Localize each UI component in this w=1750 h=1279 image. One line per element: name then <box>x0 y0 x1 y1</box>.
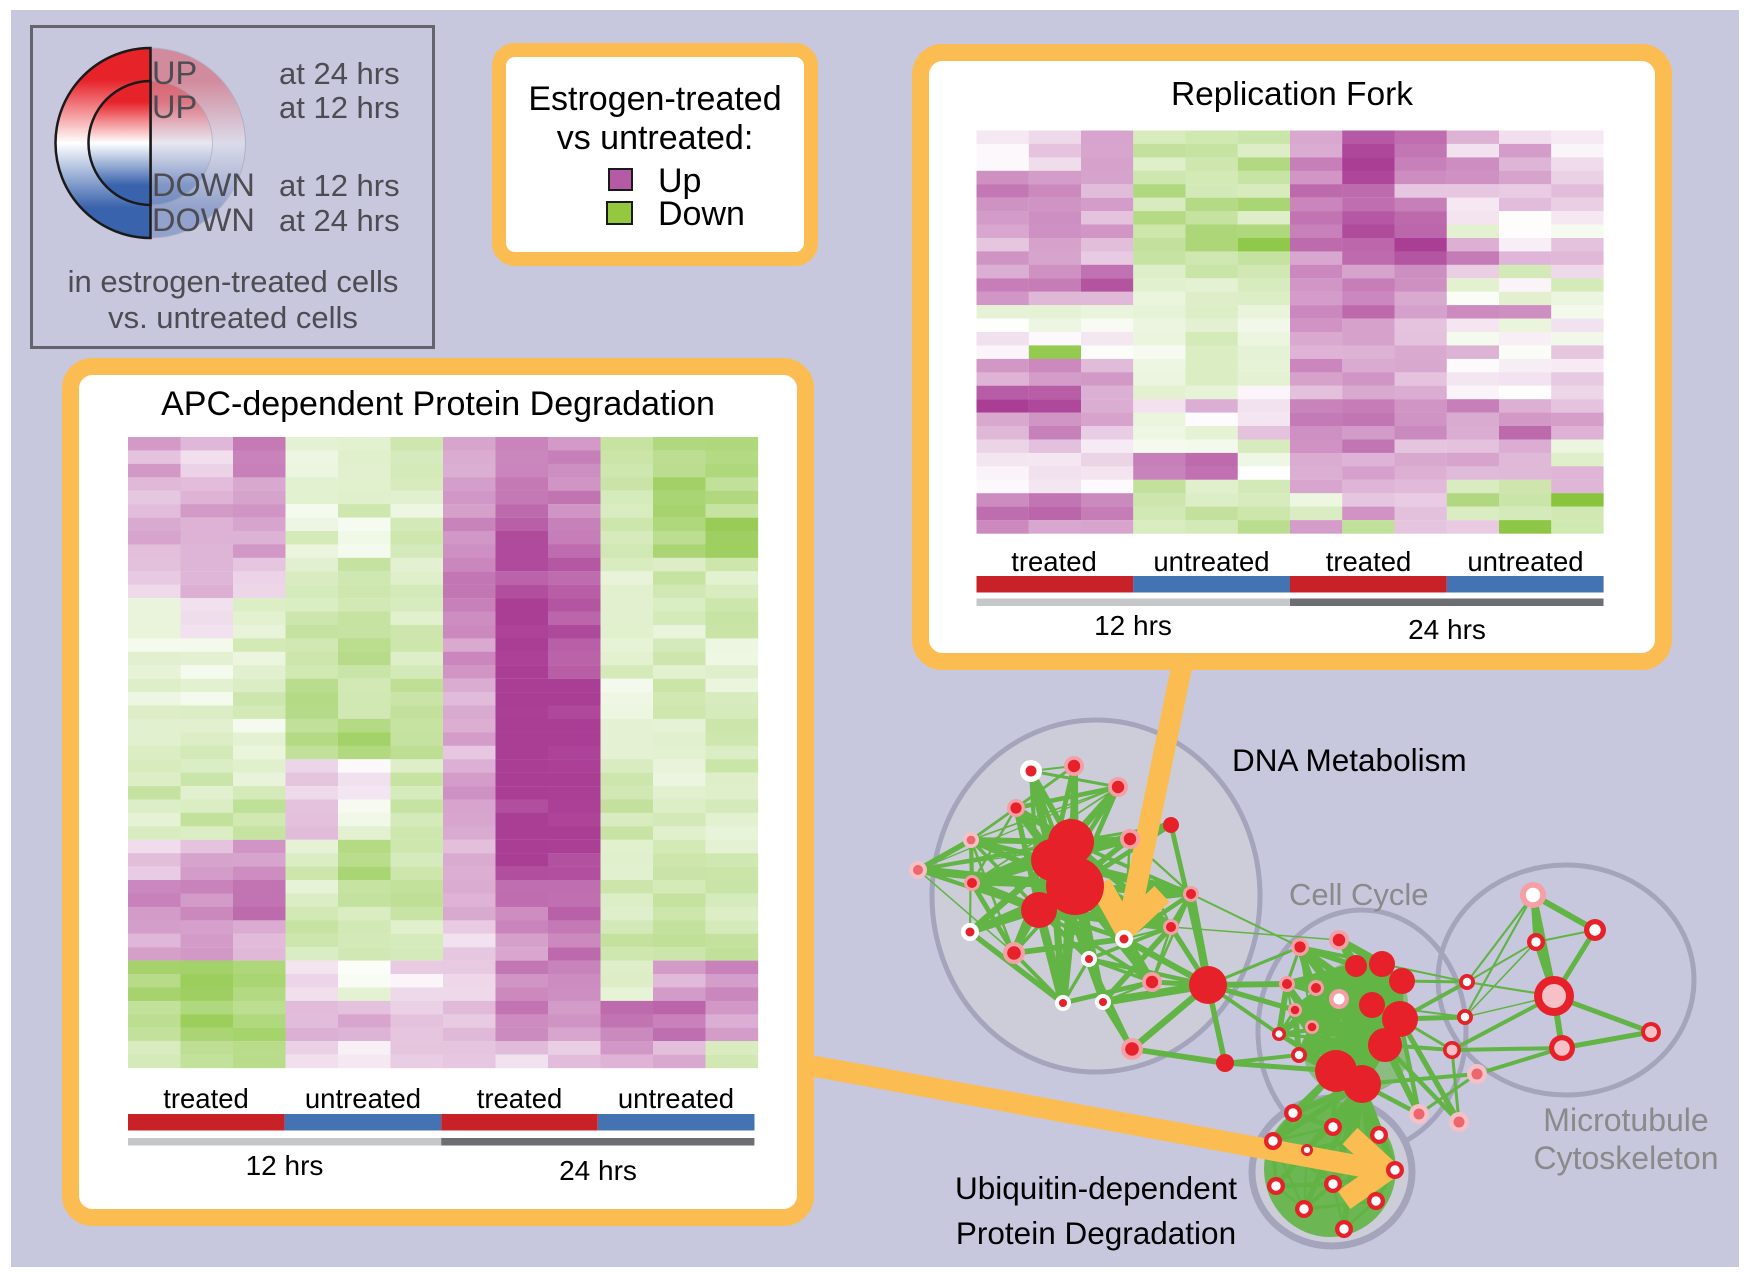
svg-text:Protein Degradation: Protein Degradation <box>956 1215 1236 1251</box>
svg-text:untreated: untreated <box>1467 546 1583 577</box>
svg-text:treated: treated <box>1011 546 1097 577</box>
svg-text:12 hrs: 12 hrs <box>246 1150 324 1181</box>
svg-text:DNA Metabolism: DNA Metabolism <box>1232 742 1467 778</box>
svg-text:Microtubule: Microtubule <box>1543 1102 1708 1138</box>
svg-text:Cytoskeleton: Cytoskeleton <box>1534 1140 1719 1176</box>
svg-text:UP: UP <box>152 89 197 125</box>
svg-text:Cell Cycle: Cell Cycle <box>1289 877 1429 912</box>
svg-text:vs. untreated cells: vs. untreated cells <box>108 300 358 335</box>
svg-text:DOWN: DOWN <box>152 167 255 203</box>
svg-text:Up: Up <box>658 162 701 200</box>
svg-text:treated: treated <box>163 1083 249 1114</box>
svg-text:at 24 hrs: at 24 hrs <box>279 203 400 238</box>
svg-text:Ubiquitin-dependent: Ubiquitin-dependent <box>955 1170 1237 1206</box>
svg-text:at 24 hrs: at 24 hrs <box>279 56 400 91</box>
svg-text:Estrogen-treated: Estrogen-treated <box>528 80 781 118</box>
svg-text:treated: treated <box>1326 546 1412 577</box>
svg-text:untreated: untreated <box>1153 546 1269 577</box>
svg-text:treated: treated <box>477 1083 563 1114</box>
svg-text:at 12 hrs: at 12 hrs <box>279 168 400 203</box>
svg-text:APC-dependent Protein Degradat: APC-dependent Protein Degradation <box>161 385 715 423</box>
svg-text:vs untreated:: vs untreated: <box>557 119 754 157</box>
svg-text:12 hrs: 12 hrs <box>1094 610 1172 641</box>
svg-text:24 hrs: 24 hrs <box>559 1155 637 1186</box>
svg-text:24 hrs: 24 hrs <box>1408 614 1486 645</box>
svg-text:Replication Fork: Replication Fork <box>1171 76 1413 113</box>
svg-text:at 12 hrs: at 12 hrs <box>279 90 400 125</box>
svg-text:untreated: untreated <box>618 1083 734 1114</box>
svg-text:DOWN: DOWN <box>152 202 255 238</box>
svg-text:in estrogen-treated cells: in estrogen-treated cells <box>68 264 399 299</box>
svg-text:untreated: untreated <box>305 1083 421 1114</box>
svg-text:UP: UP <box>152 55 197 91</box>
svg-text:Down: Down <box>658 195 745 233</box>
